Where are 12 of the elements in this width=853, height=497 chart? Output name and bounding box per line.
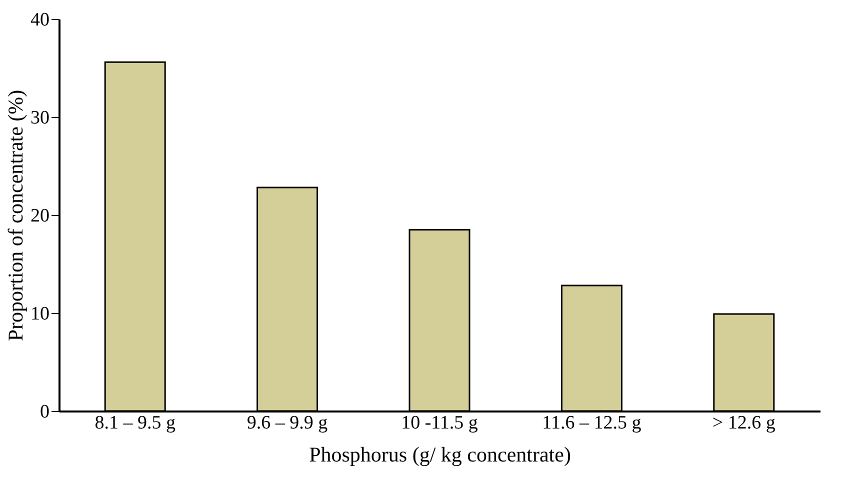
x-tick-label: 11.6 – 12.5 g [542, 412, 642, 434]
y-tick-label: 10 [30, 304, 50, 324]
x-tick-label: 9.6 – 9.9 g [246, 412, 328, 434]
y-tick-label: 0 [40, 402, 50, 422]
x-tick-label: 8.1 – 9.5 g [94, 412, 176, 434]
x-tick-label: > 12.6 g [712, 412, 776, 434]
x-axis-title: Phosphorus (g/ kg concentrate) [309, 442, 571, 466]
y-tick-label: 30 [30, 108, 50, 128]
y-tick-label: 20 [30, 206, 50, 226]
x-tick-label: 10 -11.5 g [401, 412, 478, 434]
y-axis-title: Proportion of concentrate (%) [4, 90, 28, 342]
y-tick-label: 40 [30, 10, 50, 30]
